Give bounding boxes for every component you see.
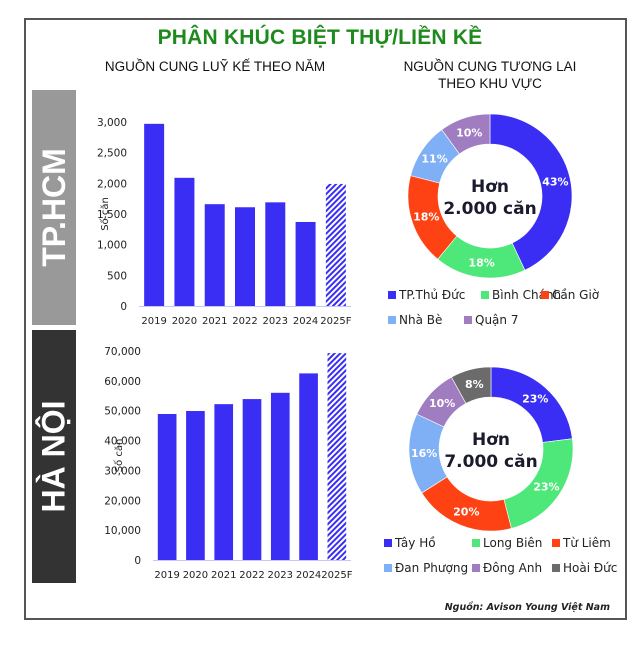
- svg-text:2,500: 2,500: [97, 148, 127, 160]
- slice-Hoài Đức: [451, 366, 492, 404]
- bar-2019: [157, 413, 177, 560]
- svg-text:18%: 18%: [468, 256, 494, 269]
- right-heading-line1: NGUỒN CUNG TƯƠNG LAI: [403, 59, 577, 74]
- legend-hn: Tây Hồ Long Biên Từ Liêm Đan Phượng Đông Anh…: [380, 536, 620, 580]
- legend-swatch-icon: [481, 291, 489, 299]
- slice-Quận 7: [441, 113, 491, 155]
- svg-text:1,500: 1,500: [97, 209, 127, 221]
- svg-text:70,000: 70,000: [104, 346, 141, 358]
- bar-2025F: [327, 353, 347, 560]
- bar-2021: [204, 204, 225, 306]
- bar-chart-hn: 0 10,000 20,000 30,000 40,000 50,000 60,000 70,…: [104, 346, 352, 581]
- svg-text:2020: 2020: [183, 570, 208, 581]
- svg-text:20%: 20%: [453, 505, 479, 518]
- svg-text:500: 500: [107, 270, 127, 282]
- legend-swatch-icon: [464, 316, 472, 324]
- legend-hcm: TP.Thủ Đức Bình Chánh Cần Giờ Nhà Bè Quận 7: [384, 288, 624, 332]
- source-note: Nguồn: Avison Young Việt Nam: [444, 602, 610, 613]
- bar-2023: [270, 392, 290, 560]
- svg-text:10,000: 10,000: [104, 525, 141, 537]
- bar-2021: [214, 404, 234, 560]
- svg-text:2025F: 2025F: [321, 570, 352, 581]
- left-heading: NGUỒN CUNG LUỸ KẾ THEO NĂM: [104, 59, 326, 74]
- legend-swatch-icon: [552, 564, 560, 572]
- svg-text:2022: 2022: [239, 570, 264, 581]
- svg-text:2024: 2024: [293, 316, 318, 327]
- svg-text:20,000: 20,000: [104, 495, 141, 507]
- legend-item: Cần Giờ: [541, 288, 599, 302]
- legend-item: TP.Thủ Đức: [388, 288, 465, 302]
- svg-text:0: 0: [134, 555, 141, 567]
- svg-text:Hơn: Hơn: [471, 177, 509, 197]
- svg-text:2019: 2019: [154, 570, 179, 581]
- region-label-hcm: TP.HCM: [32, 90, 76, 325]
- legend-item: Quận 7: [464, 313, 518, 327]
- bar-2022: [235, 207, 255, 306]
- slice-TP.Thủ Đức: [489, 113, 573, 271]
- legend-item: Đông Anh: [472, 561, 542, 575]
- legend-swatch-icon: [384, 539, 392, 547]
- svg-text:50,000: 50,000: [104, 406, 141, 418]
- svg-text:23%: 23%: [522, 393, 548, 406]
- right-heading: NGUỒN CUNG TƯƠNG LAI THEO KHU VỰC: [370, 58, 610, 92]
- svg-text:10%: 10%: [429, 397, 455, 410]
- bar-2024: [295, 221, 316, 306]
- svg-text:2019: 2019: [141, 316, 166, 327]
- bar-2023: [265, 202, 286, 306]
- legend-item: Từ Liêm: [552, 536, 611, 550]
- svg-text:10%: 10%: [456, 126, 482, 139]
- svg-text:2020: 2020: [172, 316, 197, 327]
- bar-2022: [242, 399, 262, 560]
- svg-text:30,000: 30,000: [104, 465, 141, 477]
- bar-2024: [299, 373, 318, 560]
- svg-text:60,000: 60,000: [104, 376, 141, 388]
- svg-text:0: 0: [120, 301, 127, 313]
- region-label-hn: HÀ NỘI: [32, 330, 76, 583]
- svg-text:16%: 16%: [411, 447, 437, 460]
- svg-text:2025F: 2025F: [320, 316, 351, 327]
- svg-text:2021: 2021: [202, 316, 227, 327]
- legend-swatch-icon: [388, 316, 396, 324]
- legend-item: Tây Hồ: [384, 536, 436, 550]
- legend-swatch-icon: [472, 564, 480, 572]
- svg-text:2021: 2021: [211, 570, 236, 581]
- svg-text:3,000: 3,000: [97, 117, 127, 129]
- svg-text:18%: 18%: [413, 211, 439, 224]
- legend-swatch-icon: [541, 291, 549, 299]
- svg-text:7.000 căn: 7.000 căn: [444, 452, 537, 472]
- legend-swatch-icon: [388, 291, 396, 299]
- slice-Từ Liêm: [421, 476, 512, 532]
- svg-text:2024: 2024: [296, 570, 321, 581]
- bar-2020: [186, 411, 205, 560]
- svg-text:Số căn: Số căn: [113, 439, 125, 473]
- right-heading-line2: THEO KHU VỰC: [438, 76, 542, 91]
- svg-text:Hơn: Hơn: [472, 430, 510, 450]
- legend-swatch-icon: [472, 539, 480, 547]
- svg-text:11%: 11%: [421, 152, 447, 165]
- svg-text:8%: 8%: [465, 378, 484, 391]
- legend-item: Nhà Bè: [388, 313, 442, 327]
- svg-text:Số căn: Số căn: [99, 197, 111, 231]
- legend-swatch-icon: [552, 539, 560, 547]
- legend-item: Long Biên: [472, 536, 542, 550]
- bar-2025F: [325, 183, 346, 306]
- svg-text:2022: 2022: [232, 316, 257, 327]
- bar-2020: [174, 177, 195, 306]
- svg-text:43%: 43%: [542, 175, 568, 188]
- bar-chart-hcm: 0 500 1,000 1,500 2,000 2,500 3,000 Số căn 2019 2…: [97, 117, 352, 327]
- svg-text:2,000: 2,000: [97, 178, 127, 190]
- legend-item: Hoài Đức: [552, 561, 617, 575]
- legend-swatch-icon: [384, 564, 392, 572]
- page-title: PHÂN KHÚC BIỆT THỰ/LIỀN KỀ: [157, 26, 483, 49]
- svg-text:2023: 2023: [263, 316, 288, 327]
- svg-text:2023: 2023: [268, 570, 293, 581]
- svg-text:2.000 căn: 2.000 căn: [443, 199, 536, 219]
- svg-text:1,000: 1,000: [97, 240, 127, 252]
- bar-2019: [144, 123, 165, 306]
- svg-text:23%: 23%: [533, 481, 559, 494]
- legend-item: Đan Phượng: [384, 561, 468, 575]
- svg-text:40,000: 40,000: [104, 436, 141, 448]
